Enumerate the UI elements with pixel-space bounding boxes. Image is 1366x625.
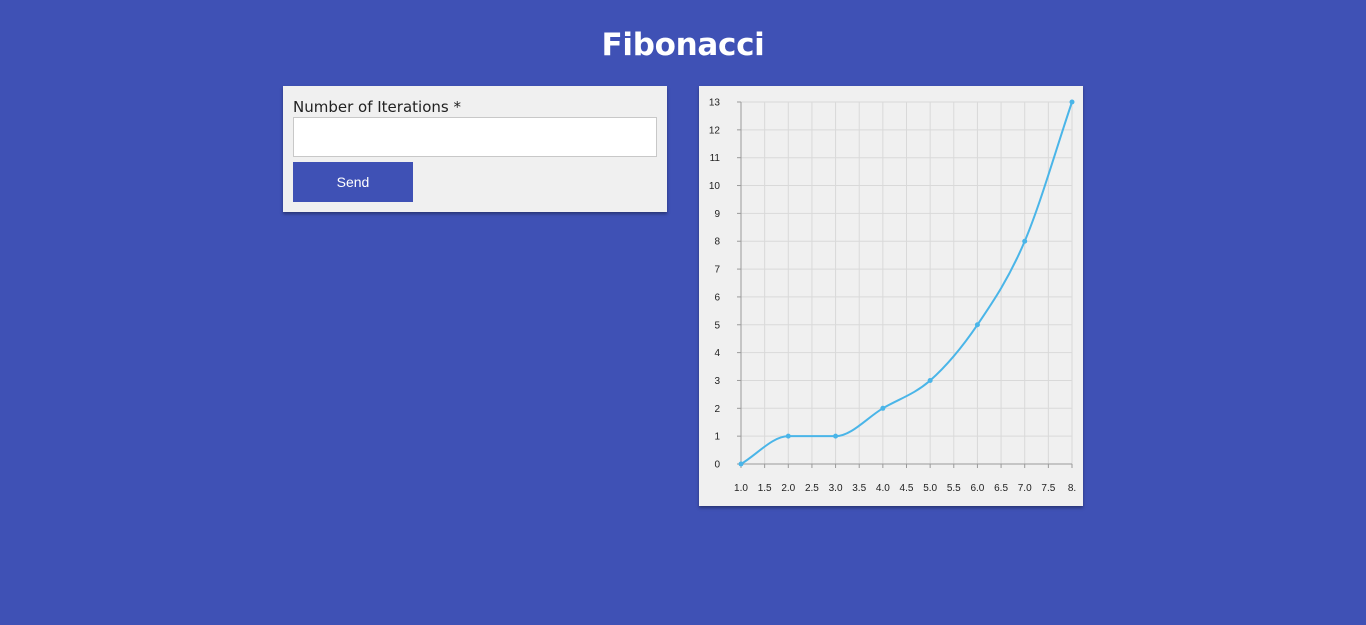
send-button[interactable]: Send xyxy=(293,162,413,202)
y-tick-label: 8 xyxy=(714,237,720,248)
y-tick-label: 6 xyxy=(714,292,720,303)
data-point xyxy=(927,377,933,383)
x-tick-label: 1.0 xyxy=(734,483,748,494)
x-tick-label: 5.0 xyxy=(923,483,937,494)
y-tick-label: 13 xyxy=(709,98,721,109)
x-tick-label: 5.5 xyxy=(947,483,961,494)
iterations-label: Number of Iterations * xyxy=(293,98,461,116)
x-tick-label: 4.5 xyxy=(900,483,914,494)
x-tick-label: 1.5 xyxy=(758,483,772,494)
x-tick-label: 3.5 xyxy=(852,483,866,494)
y-tick-label: 0 xyxy=(714,460,720,471)
y-tick-label: 11 xyxy=(710,153,721,164)
data-point xyxy=(785,433,791,439)
y-tick-label: 1 xyxy=(714,432,720,443)
x-tick-label: 7.0 xyxy=(1018,483,1032,494)
y-tick-label: 10 xyxy=(709,181,721,192)
data-point xyxy=(974,322,980,328)
data-point xyxy=(1022,238,1028,244)
fibonacci-chart: 1.0 1.5 2.0 2.5 3.0 3.5 4.0 4.5 5.0 5.5 6.0 6.5 7.0 7… xyxy=(699,86,1083,506)
iterations-input[interactable] xyxy=(293,117,657,157)
y-tick-label: 9 xyxy=(714,209,720,220)
x-tick-label: 3.0 xyxy=(829,483,843,494)
y-tick-label: 12 xyxy=(709,125,721,136)
x-tick-label: 6.5 xyxy=(994,483,1008,494)
data-point xyxy=(880,405,886,411)
x-tick-label: 7.5 xyxy=(1041,483,1055,494)
y-tick-label: 3 xyxy=(714,376,720,387)
x-tick-label: 6.0 xyxy=(970,483,984,494)
x-tick-label: 8. xyxy=(1068,483,1076,494)
y-tick-label: 4 xyxy=(714,348,720,359)
iterations-form: Number of Iterations * Send xyxy=(283,86,667,212)
data-point xyxy=(833,433,839,439)
chart-svg: 1.0 1.5 2.0 2.5 3.0 3.5 4.0 4.5 5.0 5.5 6.0 6.5 7.0 7… xyxy=(709,98,1076,495)
x-tick-label: 4.0 xyxy=(876,483,890,494)
x-tick-label: 2.5 xyxy=(805,483,819,494)
page-title: Fibonacci xyxy=(601,27,765,63)
x-tick-label: 2.0 xyxy=(781,483,795,494)
data-point xyxy=(738,461,744,467)
y-tick-label: 5 xyxy=(714,320,720,331)
y-tick-label: 7 xyxy=(714,265,720,276)
y-tick-label: 2 xyxy=(714,404,720,415)
data-point xyxy=(1069,99,1075,105)
